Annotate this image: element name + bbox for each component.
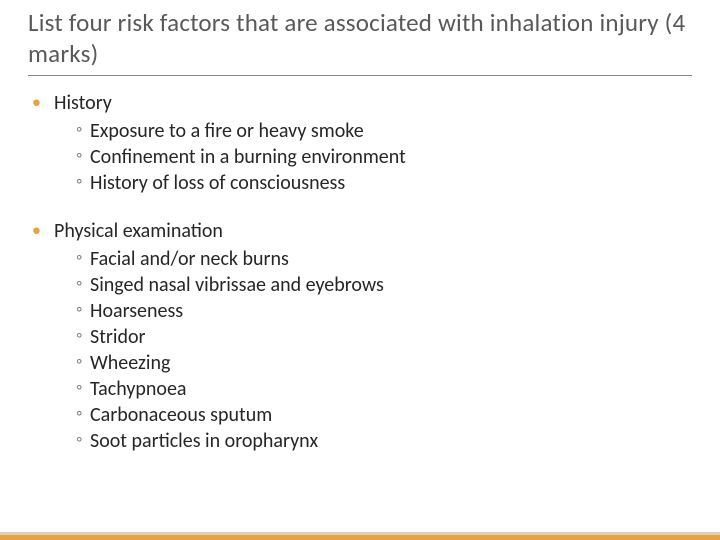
- bullet-icon: •: [32, 218, 54, 243]
- list-item-text: Facial and/or neck burns: [90, 246, 692, 272]
- list-item: • History: [32, 90, 692, 116]
- slide-title: List four risk factors that are associat…: [28, 8, 692, 69]
- ring-bullet-icon: ◦: [76, 298, 90, 321]
- list-item-text: Exposure to a fire or heavy smoke: [90, 118, 692, 144]
- footer-bar-bottom: [0, 535, 720, 540]
- ring-bullet-icon: ◦: [76, 324, 90, 347]
- bullet-icon: •: [32, 90, 54, 115]
- list-item: ◦Carbonaceous sputum: [76, 402, 692, 428]
- footer-accent-bar: [0, 532, 720, 540]
- slide-content: • History ◦Exposure to a fire or heavy s…: [28, 90, 692, 454]
- list-item: ◦Tachypnoea: [76, 376, 692, 402]
- list-item: ◦Facial and/or neck burns: [76, 246, 692, 272]
- list-item-text: History of loss of consciousness: [90, 170, 692, 196]
- group-history: • History ◦Exposure to a fire or heavy s…: [32, 90, 692, 196]
- ring-bullet-icon: ◦: [76, 272, 90, 295]
- list-item-text: Hoarseness: [90, 298, 692, 324]
- group-physical-examination: • Physical examination ◦Facial and/or ne…: [32, 218, 692, 454]
- list-item-text: Singed nasal vibrissae and eyebrows: [90, 272, 692, 298]
- ring-bullet-icon: ◦: [76, 428, 90, 451]
- list-item-text: Carbonaceous sputum: [90, 402, 692, 428]
- list-item: ◦Exposure to a fire or heavy smoke: [76, 118, 692, 144]
- list-item: ◦Wheezing: [76, 350, 692, 376]
- list-item: ◦Confinement in a burning environment: [76, 144, 692, 170]
- list-item: ◦Soot particles in oropharynx: [76, 428, 692, 454]
- title-block: List four risk factors that are associat…: [28, 8, 692, 76]
- sub-list: ◦Facial and/or neck burns ◦Singed nasal …: [32, 246, 692, 454]
- list-item-text: Confinement in a burning environment: [90, 144, 692, 170]
- ring-bullet-icon: ◦: [76, 118, 90, 141]
- ring-bullet-icon: ◦: [76, 350, 90, 373]
- ring-bullet-icon: ◦: [76, 402, 90, 425]
- list-item-text: Tachypnoea: [90, 376, 692, 402]
- list-item-text: Stridor: [90, 324, 692, 350]
- ring-bullet-icon: ◦: [76, 170, 90, 193]
- group-heading: Physical examination: [54, 218, 692, 244]
- ring-bullet-icon: ◦: [76, 376, 90, 399]
- list-item: ◦Hoarseness: [76, 298, 692, 324]
- list-item-text: Wheezing: [90, 350, 692, 376]
- list-item: ◦Stridor: [76, 324, 692, 350]
- ring-bullet-icon: ◦: [76, 144, 90, 167]
- list-item: ◦History of loss of consciousness: [76, 170, 692, 196]
- list-item-text: Soot particles in oropharynx: [90, 428, 692, 454]
- list-item: • Physical examination: [32, 218, 692, 244]
- slide: List four risk factors that are associat…: [0, 0, 720, 540]
- ring-bullet-icon: ◦: [76, 246, 90, 269]
- list-item: ◦Singed nasal vibrissae and eyebrows: [76, 272, 692, 298]
- sub-list: ◦Exposure to a fire or heavy smoke ◦Conf…: [32, 118, 692, 196]
- group-heading: History: [54, 90, 692, 116]
